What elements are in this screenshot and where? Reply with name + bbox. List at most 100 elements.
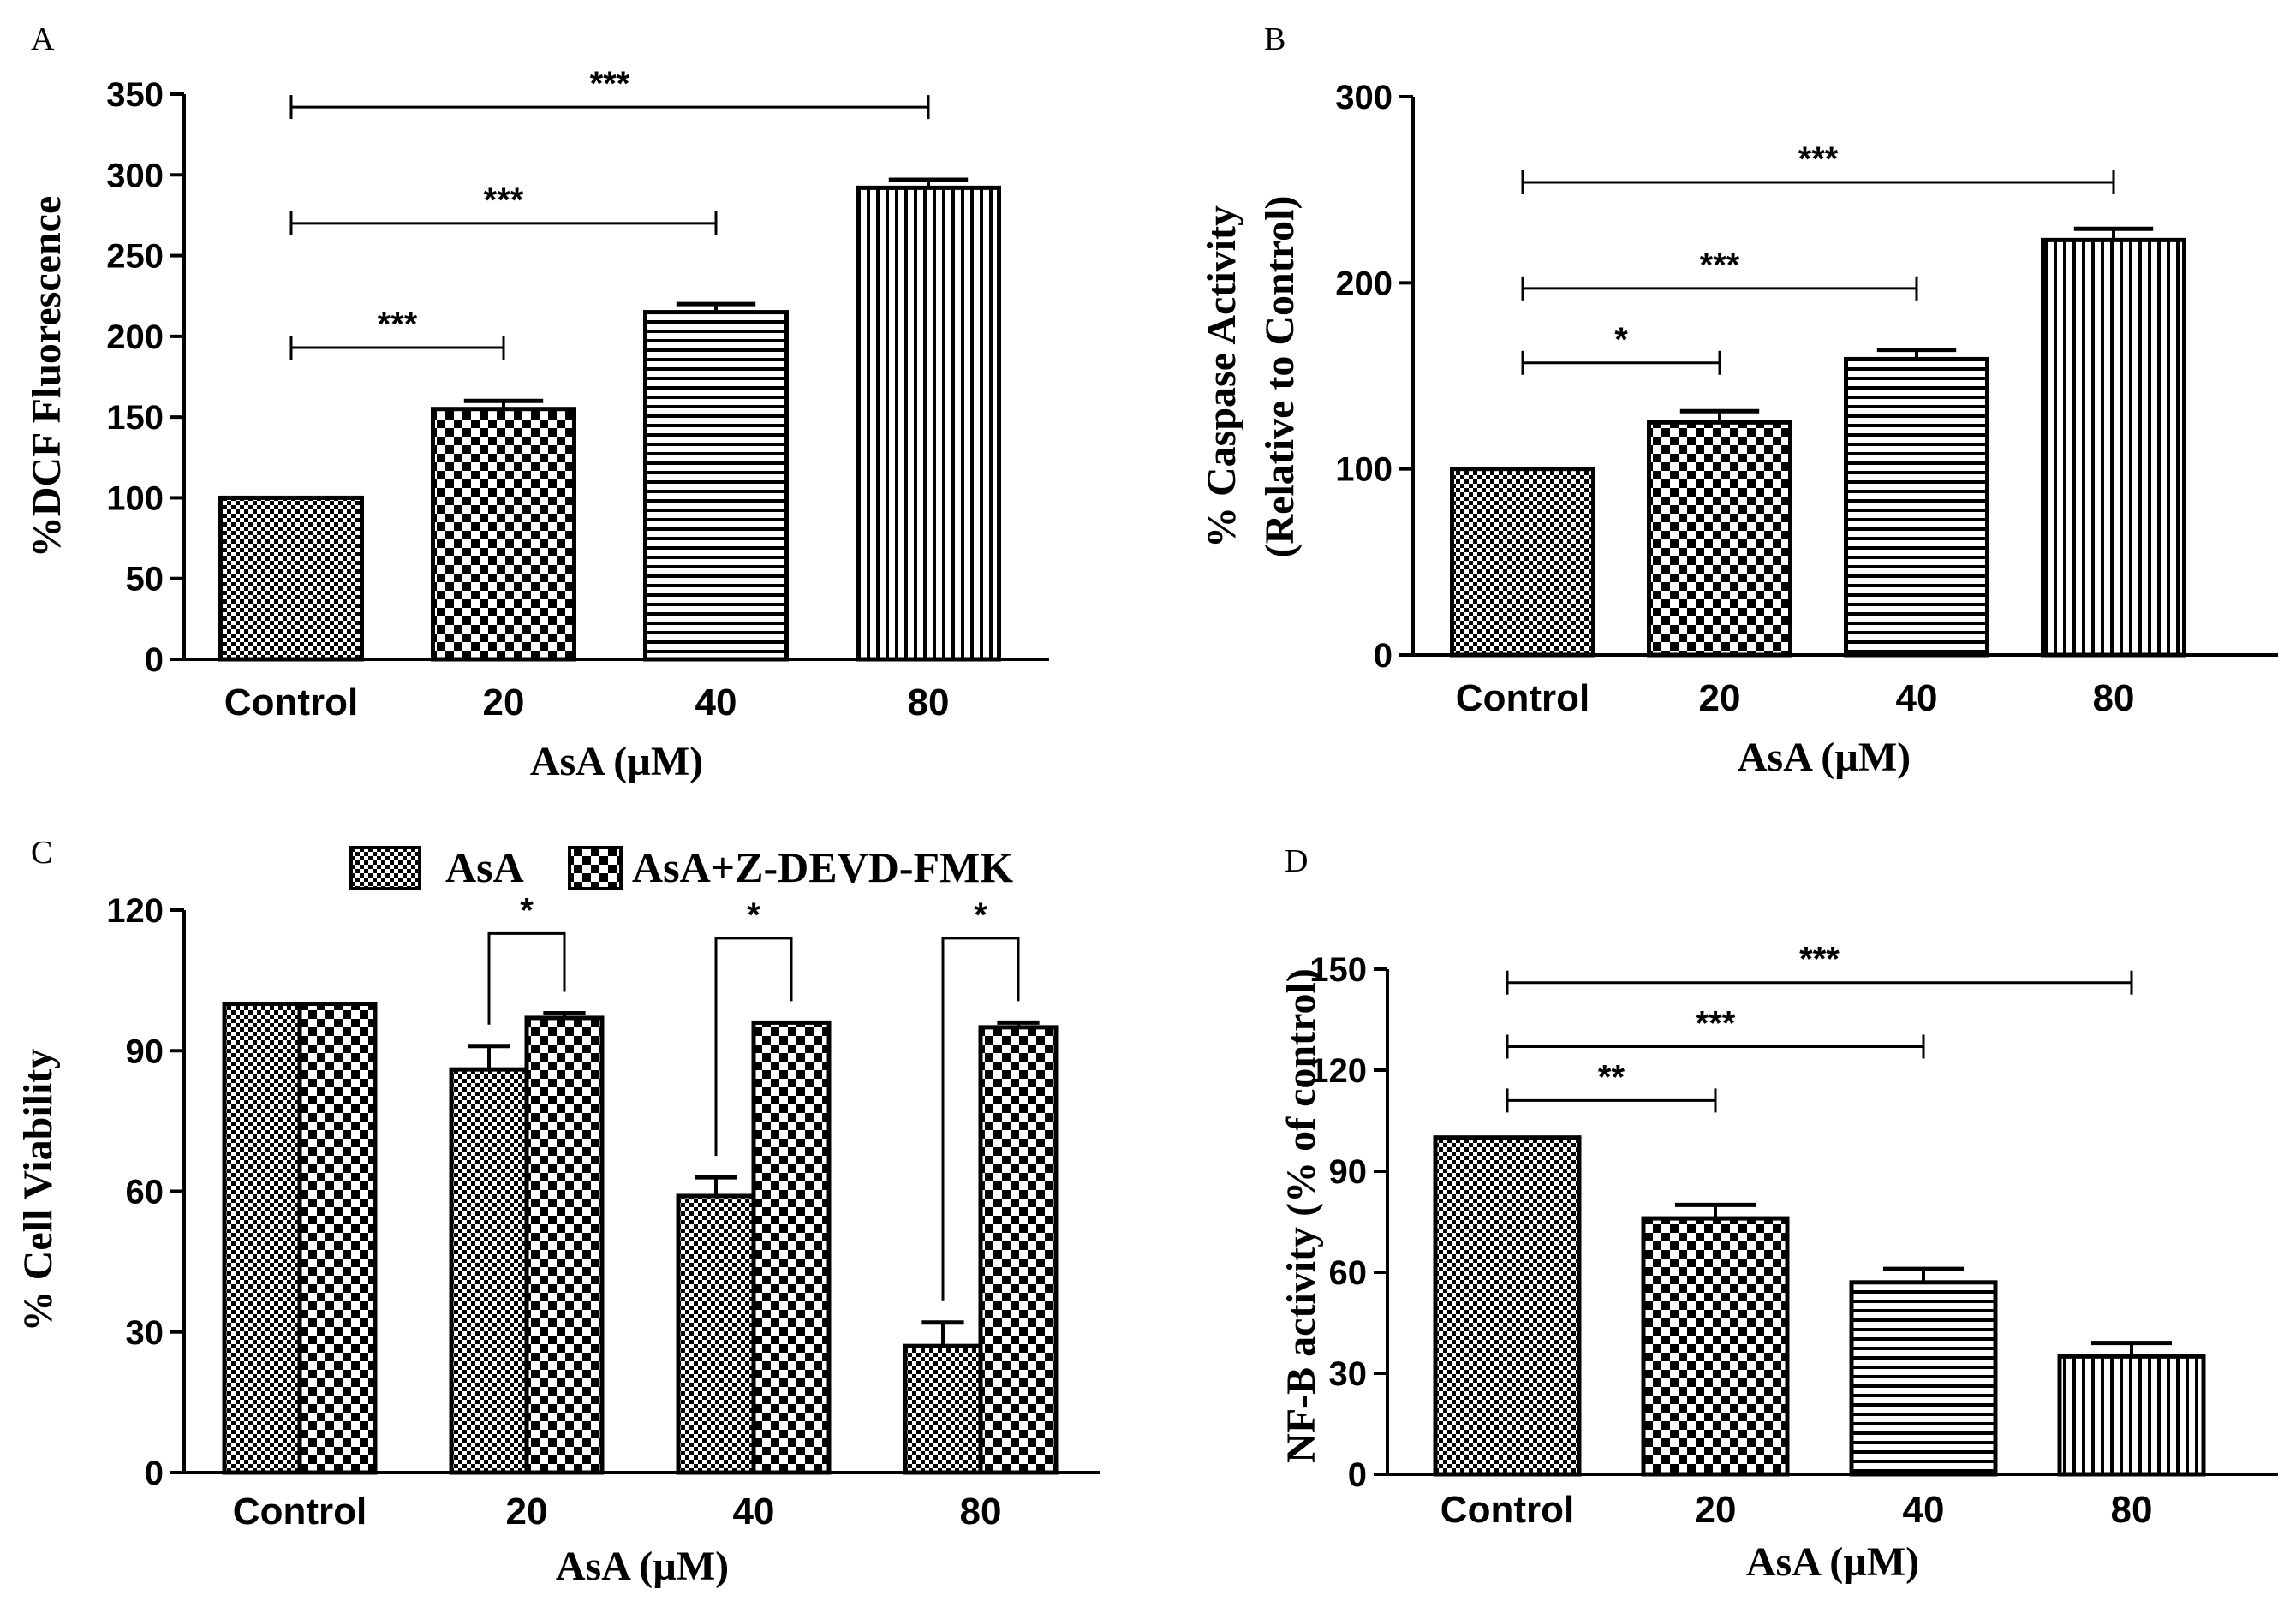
bar — [218, 495, 364, 662]
bar — [1641, 1216, 1790, 1477]
significance-label: *** — [1799, 941, 1840, 979]
x-axis-label: AsA (µM) — [530, 739, 703, 784]
x-axis-label: AsA (µM) — [1746, 1539, 1919, 1585]
y-axis-label-text: % Cell Viability — [15, 1049, 61, 1332]
bar-asa-zdevd — [524, 1015, 605, 1475]
legend-label: AsA+Z-DEVD-FMK — [632, 843, 1013, 891]
category-label: 20 — [1695, 1489, 1737, 1531]
bar-asa-zdevd — [978, 1025, 1059, 1475]
y-tick-label: 0 — [1374, 637, 1393, 675]
bar-asa — [903, 1343, 983, 1475]
y-tick-label: 300 — [106, 157, 164, 194]
bar-asa-zdevd — [751, 1020, 832, 1475]
y-tick-label: 350 — [106, 76, 164, 114]
y-tick-label: 200 — [106, 318, 164, 356]
legend-swatch — [349, 846, 421, 890]
bar — [1647, 420, 1792, 658]
bar — [2041, 237, 2186, 658]
category-label: 80 — [960, 1491, 1002, 1533]
y-axis-label-text: %DCF Fluorescence — [24, 196, 69, 558]
bar — [1450, 467, 1595, 658]
significance-label: *** — [1696, 1004, 1736, 1042]
significance-label: *** — [1798, 140, 1839, 178]
category-label: 20 — [483, 681, 525, 723]
y-axis-label: %DCF Fluorescence — [24, 196, 69, 558]
panel-letter: A — [31, 21, 55, 57]
significance-bracket — [714, 937, 793, 1157]
y-tick-label: 150 — [106, 399, 164, 437]
category-label: 20 — [506, 1491, 548, 1533]
y-axis-label-line: % Caspase Activity — [1199, 205, 1244, 548]
bar — [856, 185, 1001, 662]
panel-b: B 0 100 200 300 % Caspase Activity (Relative t… — [1199, 21, 2278, 780]
panel-a: A 0 50 100 150 200 250 300 350 %DCF Fluorescence A… — [24, 21, 1049, 784]
y-tick-label: 250 — [106, 238, 164, 276]
y-tick-label: 30 — [1329, 1355, 1368, 1393]
legend-label: AsA — [445, 843, 524, 891]
y-tick-label: 60 — [1329, 1254, 1368, 1292]
category-label: Control — [224, 681, 358, 723]
significance-label: ** — [1598, 1058, 1625, 1096]
significance-label: * — [520, 891, 534, 929]
bar — [431, 407, 576, 662]
x-axis-label: AsA (µM) — [556, 1544, 729, 1589]
category-label: 80 — [2111, 1489, 2153, 1531]
significance-label: * — [1614, 321, 1628, 359]
y-tick-label: 90 — [1329, 1153, 1368, 1191]
panel-letter: B — [1264, 21, 1285, 57]
y-axis-label-line: (Relative to Control) — [1257, 196, 1303, 558]
panel-c: C 0 30 60 90 120 % Cell Viability AsA (µM) Contr… — [15, 835, 1100, 1589]
bar-asa — [222, 1002, 302, 1475]
category-label: 40 — [1896, 677, 1938, 719]
panel-letter: C — [31, 835, 52, 871]
bar — [2057, 1354, 2206, 1477]
y-tick-label: 30 — [126, 1314, 164, 1352]
y-tick-label: 90 — [126, 1033, 164, 1070]
bar-asa — [676, 1193, 756, 1475]
category-label: 40 — [1903, 1489, 1945, 1531]
y-tick-label: 0 — [145, 1455, 164, 1492]
y-tick-label: 60 — [126, 1174, 164, 1211]
y-axis-label: % Caspase Activity (Relative to Control) — [1199, 196, 1303, 558]
category-label: 80 — [908, 681, 950, 723]
bar-asa — [449, 1067, 529, 1475]
panel-letter: D — [1285, 843, 1308, 879]
bar — [1844, 356, 1989, 658]
x-axis-label: AsA (µM) — [1738, 735, 1911, 780]
bar — [1433, 1135, 1582, 1477]
bar — [1849, 1280, 1998, 1477]
significance-bracket — [941, 937, 1020, 1301]
category-label: Control — [233, 1491, 367, 1533]
category-label: 80 — [2093, 677, 2135, 719]
y-tick-label: 100 — [106, 479, 164, 517]
y-axis-label: % Cell Viability — [15, 1049, 61, 1332]
y-tick-label: 50 — [126, 561, 164, 598]
category-label: 40 — [695, 681, 737, 723]
y-tick-label: 120 — [106, 892, 164, 930]
category-label: 40 — [733, 1491, 775, 1533]
significance-label: *** — [484, 182, 524, 219]
category-label: Control — [1440, 1489, 1574, 1531]
category-label: 20 — [1699, 677, 1741, 719]
y-tick-label: 0 — [1348, 1456, 1367, 1494]
significance-label: *** — [378, 306, 418, 343]
significance-label: * — [974, 896, 987, 934]
y-axis-label: NF-B activity (% of control) — [1279, 968, 1324, 1463]
significance-bracket — [487, 931, 566, 1025]
bar-asa-zdevd — [297, 1002, 378, 1475]
y-tick-label: 100 — [1335, 451, 1393, 489]
y-tick-label: 150 — [1309, 951, 1367, 989]
y-axis-label-text: NF-B activity (% of control) — [1279, 968, 1324, 1463]
significance-label: *** — [590, 65, 630, 103]
significance-label: *** — [1700, 247, 1740, 284]
y-tick-label: 300 — [1335, 79, 1393, 116]
y-tick-label: 0 — [145, 641, 164, 679]
legend: AsA AsA+Z-DEVD-FMK — [349, 843, 1013, 891]
y-tick-label: 200 — [1335, 265, 1393, 302]
category-label: Control — [1456, 677, 1589, 719]
bar — [643, 310, 789, 662]
y-tick-label: 120 — [1309, 1052, 1367, 1090]
significance-label: * — [747, 896, 760, 934]
